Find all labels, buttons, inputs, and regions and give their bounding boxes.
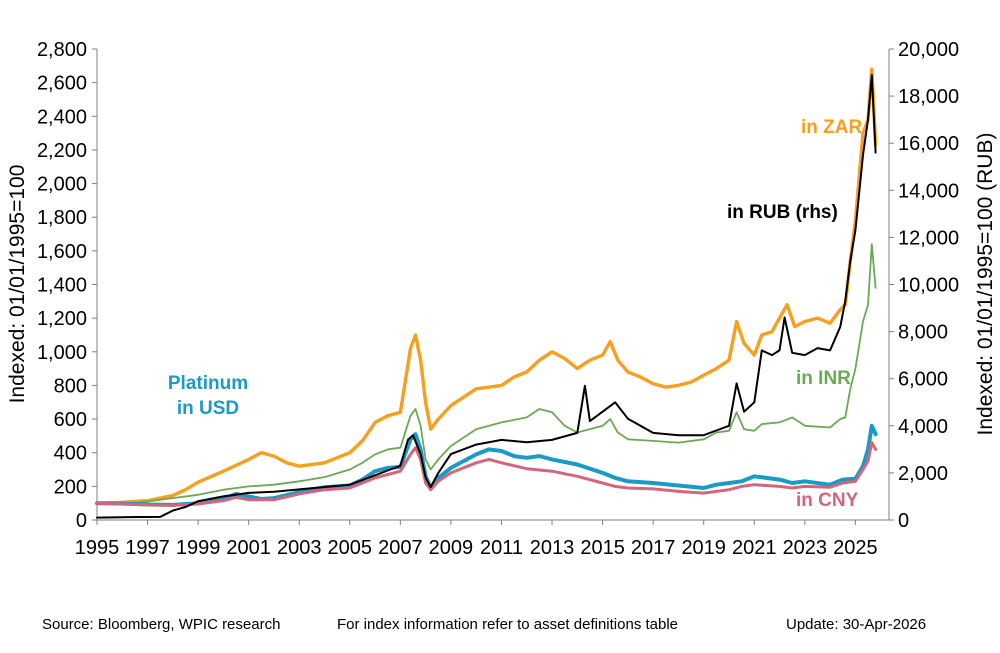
y-tick-label-left: 1,600 [37,241,87,263]
y-tick-label-right: 6,000 [898,369,948,391]
footer-source: Source: Bloomberg, WPIC research [42,616,281,633]
chart-lines [95,67,878,519]
series-line-platinum-in-usd [95,423,878,507]
footer-update: Update: 30-Apr-2026 [786,616,927,633]
y-tick-label-right: 16,000 [898,133,959,155]
y-tick-label-left: 400 [54,443,87,465]
x-tick-label: 2015 [580,537,625,559]
y-tick-label-right: 12,000 [898,227,959,249]
annotation-in-cny: in CNY [796,490,859,511]
series-line-in-zar [95,67,878,505]
series-line-in-rub-rhs [96,73,877,519]
y-tick-label-right: 8,000 [898,322,948,344]
x-tick-label: 2025 [833,537,878,559]
x-tick-label: 2009 [429,537,474,559]
x-tick-label: 1997 [125,537,170,559]
y-tick-label-left: 1,000 [37,342,87,364]
annotation-in-usd: in USD [177,398,239,419]
y-tick-label-left: 1,400 [37,275,87,297]
chart-annotations: in ZAR in RUB (rhs) in INR Platinum in USD in… [168,117,863,511]
y-tick-label-left: 800 [54,375,87,397]
y-tick-label-left: 2,400 [37,106,87,128]
annotation-in-zar: in ZAR [801,117,862,138]
annotation-in-inr: in INR [796,368,851,389]
x-tick-label: 2021 [732,537,777,559]
y-axis-title-left: Indexed: 01/01/1995=100 [6,165,29,404]
y-tick-label-right: 2,000 [898,463,948,485]
y-tick-label-right: 18,000 [898,86,959,108]
x-tick-label: 2001 [226,537,271,559]
annotation-platinum: Platinum [168,373,248,394]
chart-axes: 0 200 400 600 800 1,000 1,200 1,400 1,600 1,800 2,… [6,39,997,559]
y-tick-label-right: 10,000 [898,275,959,297]
x-tick-label: 1995 [75,537,120,559]
y-tick-label-right: 4,000 [898,416,948,438]
y-tick-label-right: 0 [898,510,909,532]
y-tick-label-left: 2,600 [37,73,87,95]
y-tick-label-left: 2,800 [37,39,87,61]
x-tick-label: 2017 [631,537,676,559]
x-tick-label: 2005 [328,537,373,559]
y-tick-label-left: 600 [54,409,87,431]
x-tick-label: 2023 [783,537,828,559]
y-tick-label-left: 2,000 [37,174,87,196]
x-tick-label: 2011 [480,537,523,559]
y-tick-label-left: 200 [54,476,87,498]
x-tick-label: 2003 [277,537,322,559]
y-axis-title-right: Indexed: 01/01/1995=100 (RUB) [974,133,997,436]
x-tick-label: 2013 [530,537,575,559]
y-tick-label-left: 2,200 [37,140,87,162]
series-line-in-cny [95,441,878,507]
annotation-in-rub-rhs: in RUB (rhs) [727,202,838,223]
y-tick-label-right: 20,000 [898,39,959,61]
chart: 0 200 400 600 800 1,000 1,200 1,400 1,600 1,800 2,… [6,39,997,559]
y-tick-label-left: 0 [76,510,87,532]
y-tick-label-left: 1,800 [37,207,87,229]
footer-note: For index information refer to asset def… [337,616,679,633]
x-tick-label: 2019 [681,537,726,559]
x-tick-label: 2007 [378,537,423,559]
x-tick-label: 1999 [176,537,221,559]
y-tick-label-right: 14,000 [898,180,959,202]
y-tick-label-left: 1,200 [37,308,87,330]
series-line-in-inr [96,243,877,505]
